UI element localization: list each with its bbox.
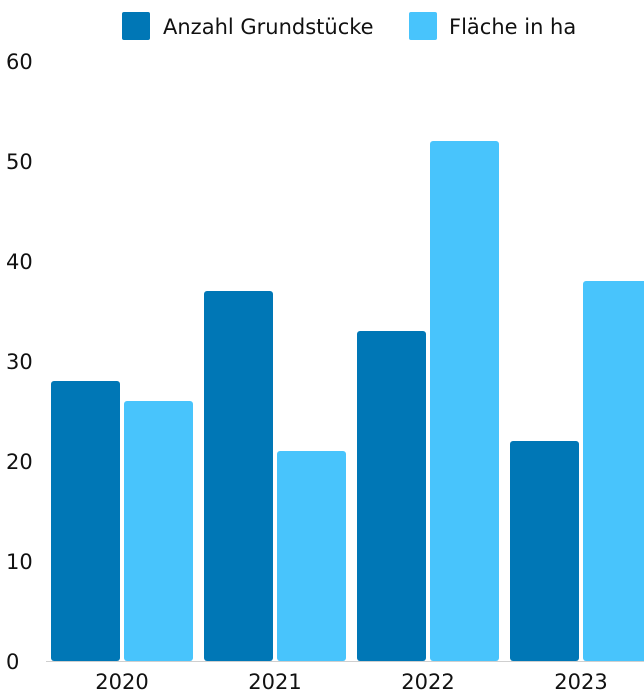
y-tick-label: 10 (6, 550, 33, 574)
legend-label-anzahl-grundstuecke: Anzahl Grundstücke (163, 15, 374, 39)
y-tick-label: 50 (6, 150, 33, 174)
bar-2022-anzahl-grundstuecke (357, 331, 426, 661)
bar-2022-flaeche-in-ha (430, 141, 499, 661)
y-tick-label: 30 (6, 350, 33, 374)
x-tick-label: 2021 (248, 670, 301, 691)
legend-item-anzahl-grundstuecke: Anzahl Grundstücke (122, 12, 374, 40)
bar-2023-flaeche-in-ha (583, 281, 644, 661)
y-tick-label: 0 (6, 650, 19, 674)
y-tick-label: 20 (6, 450, 33, 474)
x-tick-label: 2022 (401, 670, 454, 691)
legend-swatch-anzahl-grundstuecke (122, 12, 150, 40)
legend: Anzahl Grundstücke Fläche in ha (122, 12, 576, 40)
y-tick-label: 40 (6, 250, 33, 274)
bar-2021-flaeche-in-ha (277, 451, 346, 661)
bar-2020-anzahl-grundstuecke (51, 381, 120, 661)
bar-2021-anzahl-grundstuecke (204, 291, 273, 661)
y-tick-label: 60 (6, 50, 33, 74)
legend-label-flaeche-in-ha: Fläche in ha (449, 15, 576, 39)
x-tick-label: 2023 (554, 670, 607, 691)
bar-2020-flaeche-in-ha (124, 401, 193, 661)
legend-item-flaeche-in-ha: Fläche in ha (409, 12, 576, 40)
x-axis: 2020 2021 2022 2023 (46, 661, 644, 691)
x-tick-label: 2020 (95, 670, 148, 691)
bar-2023-anzahl-grundstuecke (510, 441, 579, 661)
legend-swatch-flaeche-in-ha (409, 12, 437, 40)
bars (51, 141, 644, 661)
y-axis: 0 10 20 30 40 50 60 (6, 50, 33, 674)
